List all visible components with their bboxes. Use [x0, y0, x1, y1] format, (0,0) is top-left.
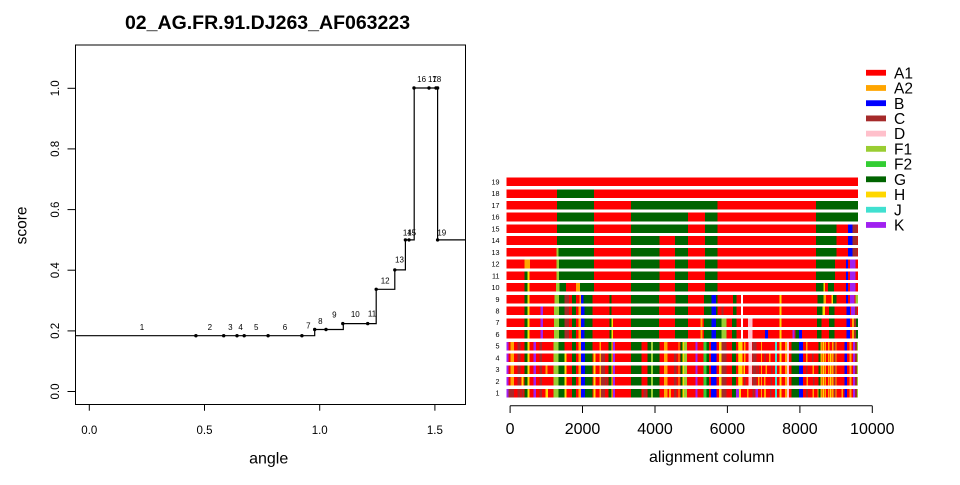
svg-text:5: 5 — [496, 342, 500, 351]
svg-text:0.8: 0.8 — [50, 141, 62, 157]
svg-text:16: 16 — [417, 75, 426, 84]
svg-text:13: 13 — [492, 248, 500, 257]
svg-text:angle: angle — [249, 450, 288, 467]
svg-text:0.0: 0.0 — [50, 384, 62, 400]
svg-text:5: 5 — [254, 323, 259, 332]
svg-text:0.6: 0.6 — [50, 202, 62, 218]
svg-text:0.0: 0.0 — [81, 425, 97, 437]
svg-text:6000: 6000 — [710, 421, 746, 438]
svg-text:alignment column: alignment column — [649, 449, 774, 466]
svg-text:1: 1 — [496, 389, 500, 398]
svg-text:8: 8 — [318, 317, 323, 326]
svg-text:3: 3 — [496, 365, 500, 374]
svg-text:15: 15 — [492, 224, 500, 233]
svg-text:0.5: 0.5 — [197, 425, 213, 437]
svg-text:4000: 4000 — [637, 421, 673, 438]
svg-text:4: 4 — [496, 353, 500, 362]
svg-text:14: 14 — [492, 236, 500, 245]
svg-text:19: 19 — [437, 229, 446, 238]
svg-text:10: 10 — [492, 283, 500, 292]
svg-text:02_AG.FR.91.DJ263_AF063223: 02_AG.FR.91.DJ263_AF063223 — [125, 12, 410, 34]
svg-text:18: 18 — [432, 75, 441, 84]
svg-text:6: 6 — [496, 330, 500, 339]
svg-text:score: score — [14, 206, 31, 244]
svg-text:9: 9 — [496, 295, 500, 304]
svg-text:8000: 8000 — [782, 421, 818, 438]
svg-text:13: 13 — [395, 256, 404, 265]
svg-text:1: 1 — [140, 323, 145, 332]
svg-text:0.2: 0.2 — [50, 323, 62, 339]
svg-text:K: K — [894, 218, 905, 235]
svg-text:18: 18 — [492, 189, 500, 198]
svg-text:8: 8 — [496, 307, 500, 316]
svg-text:1.5: 1.5 — [427, 425, 443, 437]
svg-text:2: 2 — [496, 377, 500, 386]
svg-text:9: 9 — [332, 310, 337, 319]
svg-text:4: 4 — [238, 323, 243, 332]
svg-text:1.0: 1.0 — [312, 425, 328, 437]
svg-text:17: 17 — [492, 201, 500, 210]
svg-text:1.0: 1.0 — [50, 80, 62, 96]
svg-text:3: 3 — [228, 323, 233, 332]
svg-text:11: 11 — [492, 271, 499, 280]
svg-text:10: 10 — [351, 310, 360, 319]
svg-text:15: 15 — [407, 229, 416, 238]
svg-text:16: 16 — [492, 213, 500, 222]
svg-text:7: 7 — [306, 321, 311, 330]
svg-text:7: 7 — [496, 318, 500, 327]
svg-text:0.4: 0.4 — [50, 262, 62, 279]
svg-text:2000: 2000 — [565, 421, 601, 438]
svg-text:19: 19 — [492, 177, 500, 186]
svg-text:12: 12 — [381, 277, 390, 286]
svg-text:2: 2 — [208, 323, 213, 332]
svg-text:0: 0 — [506, 421, 515, 438]
svg-text:10000: 10000 — [850, 421, 895, 438]
svg-text:6: 6 — [283, 323, 288, 332]
svg-text:11: 11 — [368, 310, 377, 319]
svg-text:12: 12 — [492, 260, 500, 269]
